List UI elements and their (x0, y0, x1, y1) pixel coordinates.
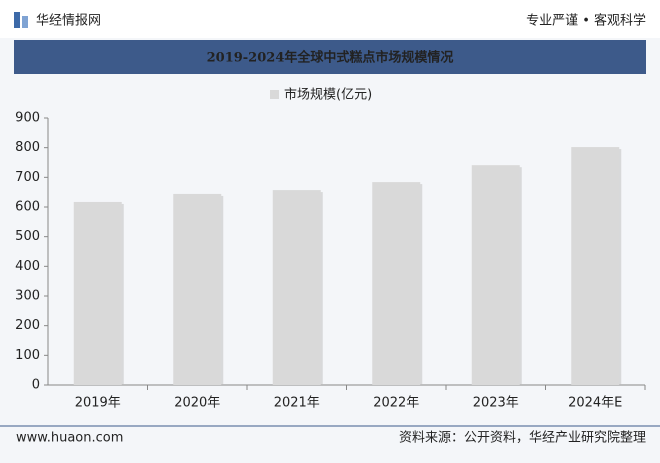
x-tick-label: 2021年 (274, 396, 320, 411)
title-band (14, 40, 646, 74)
y-tick-label: 0 (32, 378, 40, 393)
y-tick-label: 900 (15, 111, 40, 126)
y-tick-label: 300 (15, 289, 40, 304)
y-tick-label: 600 (15, 200, 40, 215)
y-tick-label: 400 (15, 259, 40, 274)
logo-mark (14, 12, 20, 28)
bar (73, 201, 122, 385)
bar (571, 147, 620, 385)
x-tick-label: 2024年E (568, 396, 622, 411)
bar (372, 182, 421, 385)
y-tick-label: 700 (15, 170, 40, 185)
bar (471, 165, 520, 385)
legend-label: 市场规模(亿元) (284, 87, 372, 103)
y-tick-label: 800 (15, 140, 40, 155)
bar (173, 193, 222, 385)
chart-title: 2019-2024年全球中式糕点市场规模情况 (207, 50, 454, 66)
legend-swatch (270, 90, 279, 99)
x-tick-label: 2022年 (373, 396, 419, 411)
y-tick-label: 200 (15, 318, 40, 333)
y-tick-label: 500 (15, 229, 40, 244)
website: www.huaon.com (16, 431, 123, 446)
y-tick-label: 100 (15, 348, 40, 363)
brand: 华经情报网 (36, 14, 101, 29)
x-tick-label: 2020年 (174, 396, 220, 411)
bar (272, 190, 321, 385)
header (0, 0, 660, 38)
source: 资料来源：公开资料，华经产业研究院整理 (399, 431, 646, 446)
logo-mark (22, 16, 28, 28)
slogan: 专业严谨 • 客观科学 (526, 13, 646, 29)
x-tick-label: 2019年 (75, 396, 121, 411)
x-tick-label: 2023年 (473, 396, 519, 411)
